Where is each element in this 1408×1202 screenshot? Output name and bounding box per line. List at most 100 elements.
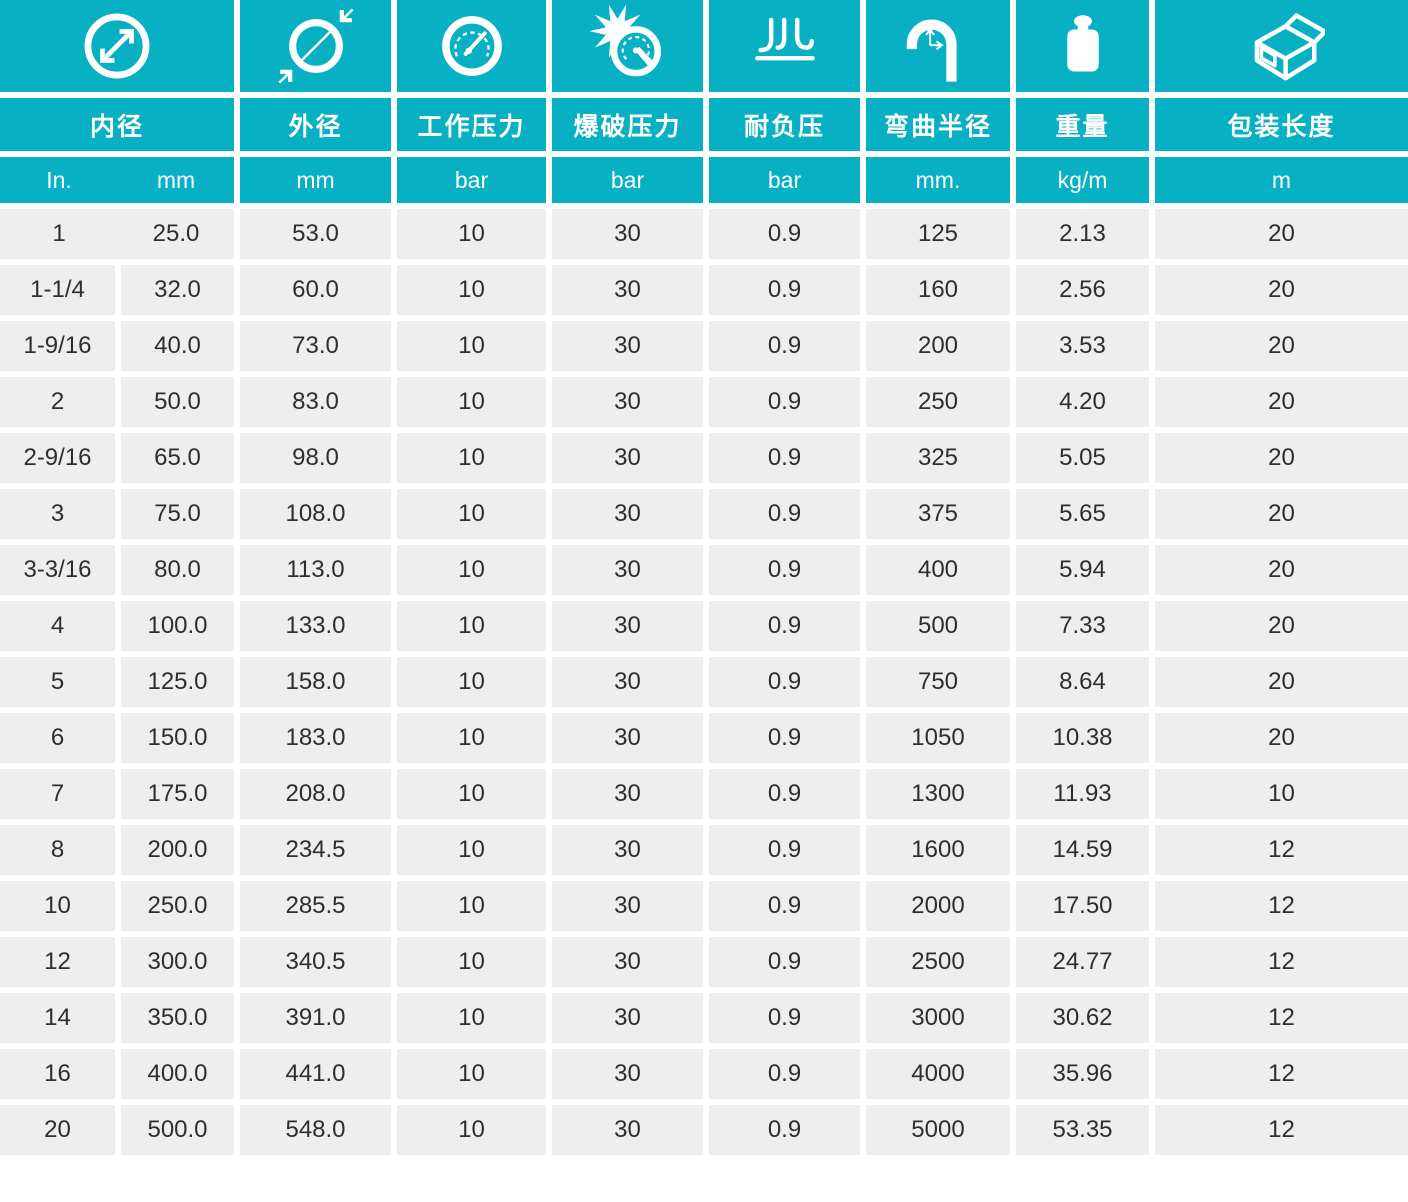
cell-burst-pressure: 30: [552, 657, 703, 707]
cell-package-length: 20: [1155, 601, 1408, 651]
unit-outer-diameter: mm: [240, 157, 391, 203]
cell-weight: 10.38: [1016, 713, 1149, 763]
cell-inner-diameter-mm: 32.0: [121, 265, 234, 315]
cell-inner-diameter-mm: 200.0: [121, 825, 234, 875]
cell-vacuum-resistance: 0.9: [709, 377, 860, 427]
cell-vacuum-resistance: 0.9: [709, 1105, 860, 1155]
cell-inner-diameter-mm: 65.0: [121, 433, 234, 483]
cell-package-length: 12: [1155, 1049, 1408, 1099]
unit-package-length: m: [1155, 157, 1408, 203]
weight-icon: [1016, 0, 1149, 92]
cell-working-pressure: 10: [397, 657, 546, 707]
package-box-icon: [1155, 0, 1408, 92]
cell-burst-pressure: 30: [552, 713, 703, 763]
cell-bend-radius: 2500: [866, 937, 1010, 987]
unit-inner-diameter: In. mm: [0, 157, 234, 203]
cell-weight: 8.64: [1016, 657, 1149, 707]
cell-outer-diameter: 158.0: [240, 657, 391, 707]
cell-inner-diameter-in: 5: [0, 657, 115, 707]
cell-working-pressure: 10: [397, 1105, 546, 1155]
cell-package-length: 20: [1155, 321, 1408, 371]
cell-working-pressure: 10: [397, 265, 546, 315]
cell-vacuum-resistance: 0.9: [709, 937, 860, 987]
cell-bend-radius: 5000: [866, 1105, 1010, 1155]
cell-working-pressure: 10: [397, 881, 546, 931]
cell-weight: 53.35: [1016, 1105, 1149, 1155]
cell-weight: 4.20: [1016, 377, 1149, 427]
cell-weight: 35.96: [1016, 1049, 1149, 1099]
cell-inner-diameter-in: 2-9/16: [0, 433, 115, 483]
cell-working-pressure: 10: [397, 769, 546, 819]
cell-outer-diameter: 108.0: [240, 489, 391, 539]
cell-weight: 17.50: [1016, 881, 1149, 931]
spec-table: 内径 外径 工作压力 爆破压力 耐负压 弯曲半径 重量 包装长度 In. mm …: [0, 0, 1408, 1155]
cell-inner-diameter-in: 1-9/16: [0, 321, 115, 371]
cell-working-pressure: 10: [397, 545, 546, 595]
cell-burst-pressure: 30: [552, 881, 703, 931]
cell-package-length: 12: [1155, 993, 1408, 1043]
unit-working-pressure: bar: [397, 157, 546, 203]
header-burst-pressure: 爆破压力: [552, 98, 703, 151]
cell-working-pressure: 10: [397, 601, 546, 651]
cell-inner-diameter-in: 6: [0, 713, 115, 763]
cell-package-length: 20: [1155, 209, 1408, 259]
cell-outer-diameter: 113.0: [240, 545, 391, 595]
cell-inner-diameter-mm: 250.0: [121, 881, 234, 931]
cell-package-length: 12: [1155, 881, 1408, 931]
inner-diameter-icon: [0, 0, 234, 92]
outer-diameter-icon: [240, 0, 391, 92]
cell-package-length: 20: [1155, 713, 1408, 763]
vacuum-icon: [709, 0, 860, 92]
cell-bend-radius: 200: [866, 321, 1010, 371]
cell-inner-diameter-mm: 100.0: [121, 601, 234, 651]
cell-inner-diameter-mm: 125.0: [121, 657, 234, 707]
cell-bend-radius: 1300: [866, 769, 1010, 819]
cell-bend-radius: 125: [866, 209, 1010, 259]
cell-working-pressure: 10: [397, 1049, 546, 1099]
cell-bend-radius: 375: [866, 489, 1010, 539]
cell-working-pressure: 10: [397, 489, 546, 539]
cell-vacuum-resistance: 0.9: [709, 825, 860, 875]
cell-inner-diameter-mm: 300.0: [121, 937, 234, 987]
cell-burst-pressure: 30: [552, 825, 703, 875]
cell-weight: 5.94: [1016, 545, 1149, 595]
cell-package-length: 20: [1155, 489, 1408, 539]
cell-burst-pressure: 30: [552, 433, 703, 483]
cell-package-length: 12: [1155, 1105, 1408, 1155]
unit-label-mm: mm: [156, 166, 196, 193]
cell-working-pressure: 10: [397, 825, 546, 875]
cell-bend-radius: 750: [866, 657, 1010, 707]
cell-vacuum-resistance: 0.9: [709, 713, 860, 763]
pressure-gauge-icon: [397, 0, 546, 92]
cell-burst-pressure: 30: [552, 545, 703, 595]
cell-inner-diameter-mm: 500.0: [121, 1105, 234, 1155]
cell-burst-pressure: 30: [552, 601, 703, 651]
cell-inner-diameter-in: 7: [0, 769, 115, 819]
cell-working-pressure: 10: [397, 321, 546, 371]
unit-vacuum-resistance: bar: [709, 157, 860, 203]
cell-weight: 11.93: [1016, 769, 1149, 819]
cell-outer-diameter: 133.0: [240, 601, 391, 651]
cell-inner-diameter-in: 16: [0, 1049, 115, 1099]
cell-weight: 30.62: [1016, 993, 1149, 1043]
cell-working-pressure: 10: [397, 937, 546, 987]
cell-bend-radius: 250: [866, 377, 1010, 427]
cell-bend-radius: 160: [866, 265, 1010, 315]
unit-label-inch: In.: [46, 166, 72, 193]
cell-inner-diameter-mm: 350.0: [121, 993, 234, 1043]
header-weight: 重量: [1016, 98, 1149, 151]
cell-outer-diameter: 391.0: [240, 993, 391, 1043]
cell-working-pressure: 10: [397, 433, 546, 483]
header-outer-diameter: 外径: [240, 98, 391, 151]
cell-inner-diameter-in: 10: [0, 881, 115, 931]
cell-inner-diameter-in: 1 25.0: [0, 209, 234, 259]
cell-working-pressure: 10: [397, 713, 546, 763]
cell-vacuum-resistance: 0.9: [709, 489, 860, 539]
cell-inner-diameter-in: 1: [52, 220, 66, 247]
cell-outer-diameter: 548.0: [240, 1105, 391, 1155]
cell-vacuum-resistance: 0.9: [709, 265, 860, 315]
cell-weight: 7.33: [1016, 601, 1149, 651]
cell-bend-radius: 1050: [866, 713, 1010, 763]
cell-burst-pressure: 30: [552, 769, 703, 819]
cell-outer-diameter: 98.0: [240, 433, 391, 483]
